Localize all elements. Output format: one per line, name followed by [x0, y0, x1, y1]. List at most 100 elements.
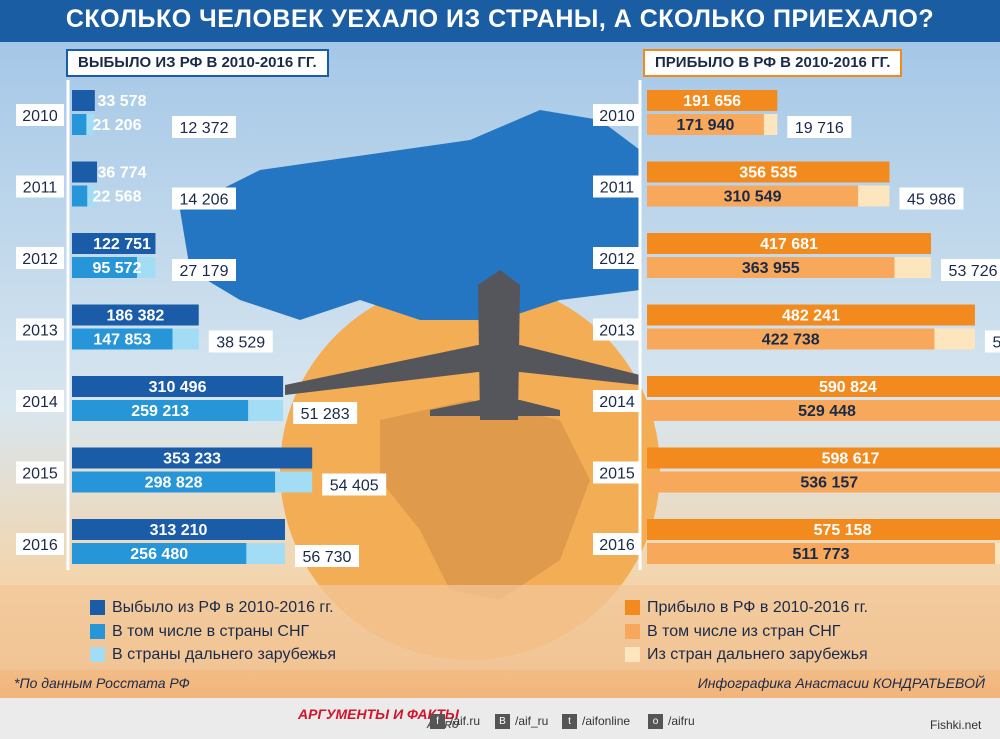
far-label-bg	[899, 187, 964, 210]
year-label-bg	[16, 104, 64, 126]
bar-far	[894, 257, 932, 278]
bar-far	[275, 471, 313, 493]
year-label: 2016	[22, 537, 58, 554]
social-link-facebook[interactable]: f/aif.ru	[430, 712, 480, 730]
bar-cis	[72, 328, 173, 350]
bar-total	[647, 90, 778, 111]
panel-title-immigration: ПРИБЫЛО В РФ В 2010-2016 ГГ.	[643, 49, 903, 77]
panel-title-emigration: ВЫБЫЛО ИЗ РФ В 2010-2016 ГГ.	[66, 49, 329, 77]
year-label-bg	[593, 533, 641, 555]
value-label-total: 33 578	[98, 93, 147, 110]
value-label-cis: 310 549	[724, 189, 782, 206]
airplane-silhouette	[285, 270, 640, 420]
year-label-bg	[593, 390, 641, 412]
value-label-total: 417 681	[760, 236, 818, 253]
year-label-bg	[593, 461, 641, 484]
russia-map-shape	[180, 110, 640, 320]
value-label-far: 54 405	[330, 478, 379, 495]
value-label-total: 482 241	[782, 308, 840, 325]
value-label-far: 12 372	[180, 120, 229, 137]
legend-swatch	[90, 624, 105, 639]
bar-far	[246, 543, 285, 564]
far-label-bg	[172, 116, 236, 138]
bar-total	[647, 519, 1000, 540]
value-label-total: 590 824	[819, 379, 877, 396]
bar-far	[86, 114, 95, 135]
legend-swatch	[90, 647, 105, 662]
value-label-total: 191 656	[683, 93, 741, 110]
year-label: 2012	[599, 251, 635, 268]
far-label-bg	[322, 473, 387, 496]
value-label-total: 575 158	[814, 522, 872, 539]
far-label-bg	[293, 402, 358, 424]
value-label-total: 313 210	[150, 522, 208, 539]
year-label: 2014	[599, 394, 635, 411]
year-label-bg	[16, 533, 64, 555]
facebook-icon: f	[430, 714, 445, 730]
bar-total	[647, 447, 1000, 469]
value-label-far: 59 503	[992, 335, 1000, 352]
year-label-bg	[16, 175, 64, 198]
bar-cis	[647, 328, 935, 350]
bar-total	[647, 376, 1000, 397]
value-label-far: 51 283	[301, 406, 350, 423]
year-label: 2011	[23, 180, 58, 197]
bar-cis	[647, 114, 764, 135]
year-label: 2012	[22, 251, 58, 268]
far-label-bg	[294, 545, 359, 567]
year-label-bg	[593, 318, 641, 341]
year-label: 2011	[600, 180, 635, 197]
year-label: 2015	[22, 466, 58, 483]
bar-far	[763, 114, 778, 135]
bar-cis	[647, 400, 1000, 421]
legend-swatch	[90, 600, 105, 615]
value-label-far: 14 206	[180, 192, 229, 209]
bar-total	[72, 519, 285, 540]
value-label-total: 36 774	[98, 165, 147, 182]
value-label-cis: 22 568	[93, 189, 142, 206]
legend-swatch	[625, 647, 640, 662]
year-label-bg	[16, 461, 64, 484]
value-label-far: 45 986	[907, 192, 956, 209]
legend-swatch	[625, 624, 640, 639]
year-label-bg	[593, 247, 641, 269]
bar-total	[72, 233, 156, 254]
social-link-odnoklassniki[interactable]: o/aifru	[648, 712, 695, 730]
social-link-twitter[interactable]: t/aifonline	[562, 712, 630, 730]
value-label-cis: 536 157	[800, 475, 858, 492]
bar-total	[647, 304, 975, 326]
far-label-bg	[172, 259, 236, 281]
value-label-far: 56 730	[303, 549, 352, 566]
bar-total	[72, 376, 284, 397]
bar-cis	[72, 257, 137, 278]
bar-total	[647, 233, 932, 254]
social-link-vk[interactable]: B/aif_ru	[495, 712, 548, 730]
legend-swatch	[625, 600, 640, 615]
odnoklassniki-icon: o	[648, 714, 663, 730]
bar-far	[858, 185, 890, 207]
year-label: 2014	[22, 394, 58, 411]
bar-total	[72, 161, 98, 183]
emigration-chart: 2010 33 578 21 206 12 372 2011 36 774 22 568 14…	[16, 80, 387, 570]
bar-cis	[647, 185, 859, 207]
bar-cis	[72, 400, 249, 421]
page-title: СКОЛЬКО ЧЕЛОВЕК УЕХАЛО ИЗ СТРАНЫ, А СКОЛ…	[65, 5, 935, 33]
value-label-total: 353 233	[163, 451, 221, 468]
year-label: 2013	[22, 323, 58, 340]
value-label-cis: 529 448	[798, 403, 856, 420]
bar-total	[72, 447, 313, 469]
value-label-cis: 256 480	[130, 546, 188, 563]
far-label-bg	[787, 116, 852, 138]
value-label-far: 38 529	[216, 335, 265, 352]
year-label: 2015	[599, 466, 635, 483]
bar-total	[72, 90, 95, 111]
value-label-cis: 363 955	[742, 260, 800, 277]
value-label-total: 186 382	[106, 308, 164, 325]
value-label-cis: 298 828	[145, 475, 203, 492]
vk-icon: B	[495, 714, 510, 730]
far-label-bg	[984, 330, 1000, 353]
value-label-cis: 171 940	[677, 117, 735, 134]
value-label-far: 27 179	[180, 263, 229, 280]
bar-cis	[72, 185, 88, 207]
